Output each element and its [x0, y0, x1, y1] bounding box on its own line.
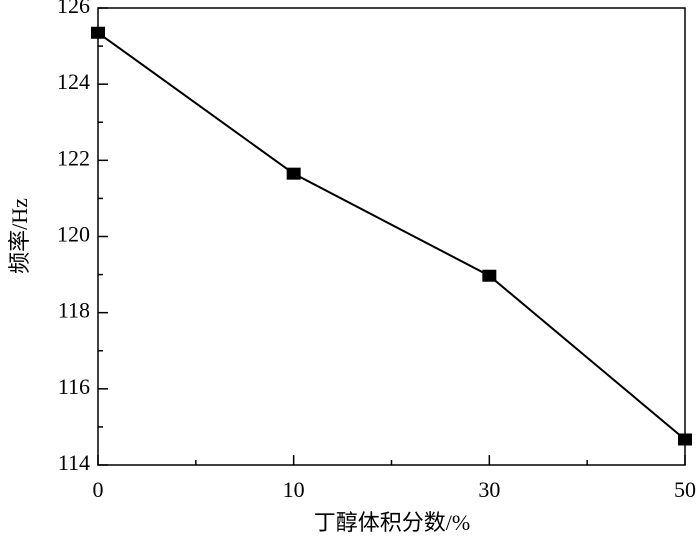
y-tick-label: 118 [58, 298, 90, 323]
series-line [97, 31, 686, 441]
point-marker [286, 167, 301, 180]
plot-frame [97, 7, 686, 466]
point-marker [482, 269, 497, 282]
x-tick-label: 50 [674, 477, 696, 502]
x-axis-label: 丁醇体积分数/% [314, 510, 470, 535]
x-tick-label: 10 [283, 477, 305, 502]
x-tick-label: 30 [478, 477, 500, 502]
y-tick-label: 126 [57, 0, 90, 18]
y-tick-label: 120 [57, 222, 90, 247]
point-marker [91, 26, 105, 39]
point-marker [678, 433, 692, 446]
y-tick-label: 114 [58, 450, 90, 475]
y-tick-label: 124 [57, 69, 90, 94]
y-tick-label: 122 [57, 145, 90, 170]
x-tick-label: 0 [93, 477, 104, 502]
y-axis-label: 频率/Hz [7, 198, 32, 274]
y-tick-label: 116 [58, 374, 90, 399]
